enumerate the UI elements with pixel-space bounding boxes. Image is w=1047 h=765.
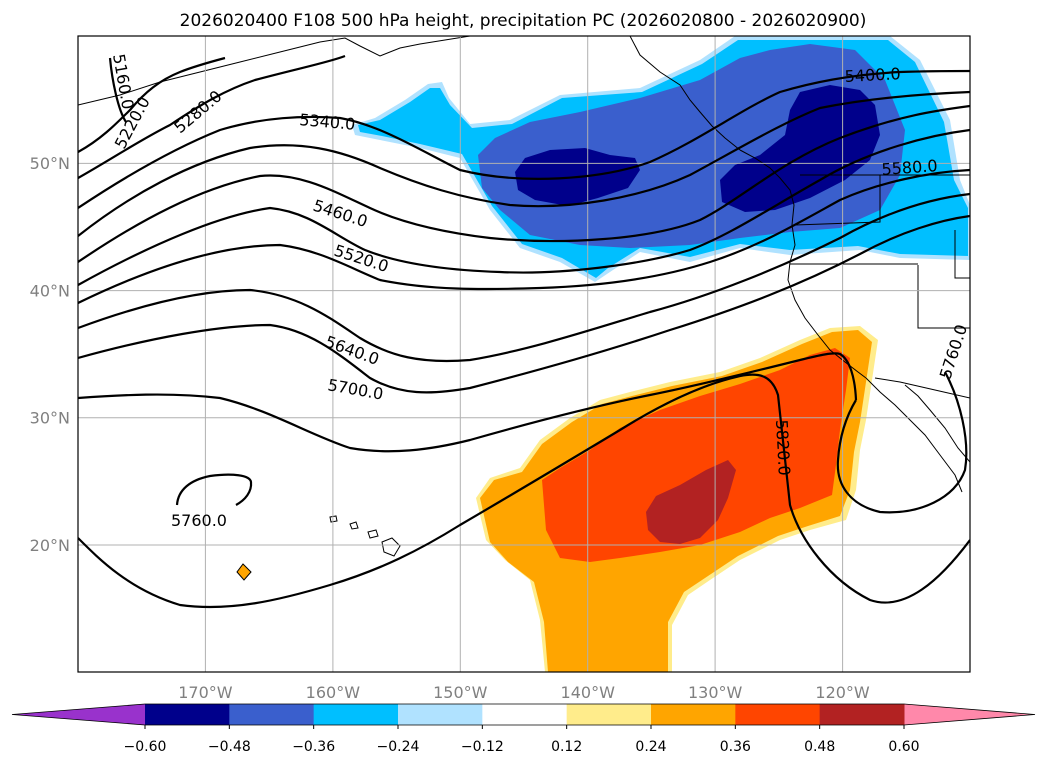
pc-fill-neg-0.48-east xyxy=(720,85,880,212)
x-tick-label: 140°W xyxy=(561,683,616,702)
hawaii-kauai xyxy=(329,515,338,523)
colorbar-segment xyxy=(482,704,568,725)
colorbar-extend-low xyxy=(12,704,145,725)
height-contours xyxy=(78,54,970,609)
colorbar-segment xyxy=(229,704,315,725)
alaska-panhandle xyxy=(629,36,741,151)
state-border-ca-nv xyxy=(917,265,970,329)
contour-5640 xyxy=(78,192,970,363)
contour-5280 xyxy=(78,54,346,179)
colorbar-segment xyxy=(398,704,483,725)
contour-label-5340: 5340.0 xyxy=(299,110,356,134)
x-tick-label: 160°W xyxy=(306,683,361,702)
baja-california xyxy=(865,377,963,493)
colorbar-tick-label: −0.48 xyxy=(208,739,251,755)
us-mexico-border xyxy=(874,377,970,399)
x-tick-label: 150°W xyxy=(433,683,488,702)
contour-5400 xyxy=(78,90,970,237)
contour-5460 xyxy=(78,104,970,263)
x-tick-label: 130°W xyxy=(688,683,743,702)
bc-coast xyxy=(739,149,796,263)
contour-5820 xyxy=(78,373,970,609)
colorbar-tick-label: −0.60 xyxy=(124,739,167,755)
colorbar-tick-label: 0.12 xyxy=(551,739,582,755)
colorbar-tick-label: 0.60 xyxy=(888,739,919,755)
hawaii-maui xyxy=(367,529,379,539)
hawaii-oahu xyxy=(349,521,359,530)
y-tick-label: 40°N xyxy=(30,281,70,300)
contour-5580 xyxy=(78,168,970,304)
contour-5760-main xyxy=(78,352,858,453)
pc-fill-pos-0.36 xyxy=(542,348,850,562)
contour-label-5760-west: 5760.0 xyxy=(171,511,227,530)
map-frame xyxy=(77,35,971,673)
colorbar-tick-label: −0.24 xyxy=(377,739,420,755)
colorbar-segment xyxy=(819,704,905,725)
colorbar-segment xyxy=(735,704,821,725)
colorbar-tick-label: −0.36 xyxy=(292,739,335,755)
contour-label-5820: 5820.0 xyxy=(772,419,794,476)
hawaii-big-island xyxy=(381,537,401,557)
x-tick-label: 170°W xyxy=(178,683,233,702)
state-border-wa-or xyxy=(794,175,881,226)
contour-label-5580: 5580.0 xyxy=(881,156,938,179)
colorbar-segment xyxy=(651,704,736,725)
contour-5220 xyxy=(78,56,226,153)
negative-pc-shading xyxy=(352,36,970,282)
contour-label-5400: 5400.0 xyxy=(844,64,901,86)
y-tick-labels: 20°N 30°N 40°N 50°N xyxy=(30,154,70,555)
colorbar-tick-label: 0.36 xyxy=(720,739,751,755)
chart-title: 2026020400 F108 500 hPa height, precipit… xyxy=(180,11,867,31)
colorbar-segment xyxy=(145,704,230,725)
y-tick-label: 50°N xyxy=(30,154,70,173)
colorbar-tick-label: 0.48 xyxy=(804,739,835,755)
mexico-mainland-coast xyxy=(904,384,970,463)
contour-5760-mexico xyxy=(836,371,968,514)
colorbar: −0.60 −0.48 −0.36 −0.24 −0.12 0.12 0.24 0.36 0.4… xyxy=(11,703,1036,755)
x-tick-labels: 170°W 160°W 150°W 140°W 130°W 120°W xyxy=(178,683,870,702)
state-border-id xyxy=(954,230,970,279)
colorbar-extend-high xyxy=(904,704,1035,725)
pc-fill-pos-small-island xyxy=(236,563,252,581)
x-tick-label: 120°W xyxy=(815,683,870,702)
y-tick-label: 30°N xyxy=(30,409,70,428)
positive-pc-shading xyxy=(236,326,878,672)
colorbar-tick-label: −0.12 xyxy=(461,739,504,755)
pc-fill-pos-0.48 xyxy=(646,460,736,544)
colorbar-segment xyxy=(313,704,399,725)
map-area: 5160.0 5220.0 5280.0 5340.0 5400.0 5460.… xyxy=(78,36,970,672)
contour-5340 xyxy=(78,69,970,209)
colorbar-segment xyxy=(566,704,652,725)
colorbar-tick-label: 0.24 xyxy=(635,739,666,755)
contour-5700 xyxy=(78,214,970,394)
contour-5520 xyxy=(78,128,970,286)
contour-5160 xyxy=(108,57,127,123)
y-tick-label: 20°N xyxy=(30,536,70,555)
contour-5760-closed-west xyxy=(175,473,253,506)
